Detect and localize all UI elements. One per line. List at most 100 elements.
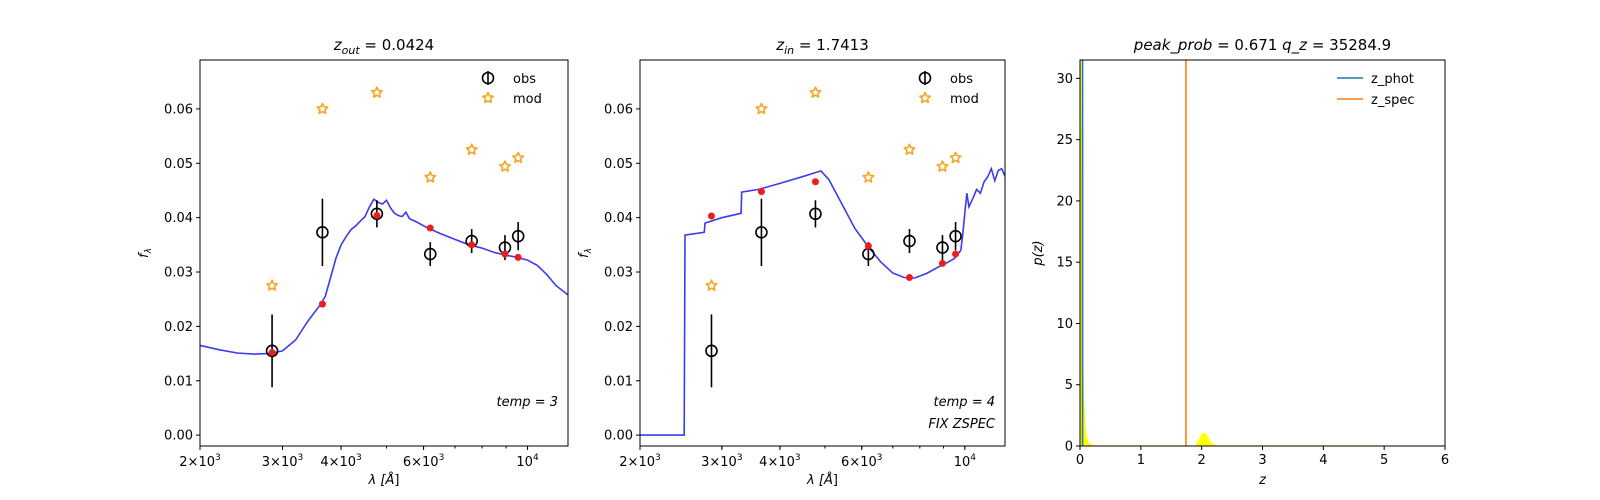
legend-mod-marker — [481, 91, 495, 104]
y-axis-label: fλ — [577, 248, 594, 258]
panel-title: zin = 1.7413 — [775, 36, 869, 57]
y-tick-label: 30 — [1056, 72, 1073, 87]
obs-point-6 — [949, 229, 962, 243]
pz-fill — [1080, 60, 1385, 446]
y-tick-label: 0.03 — [164, 266, 193, 281]
panel-title: zout = 0.0424 — [333, 36, 434, 57]
mod-point-5 — [498, 160, 511, 172]
model-flux-point-5 — [938, 259, 946, 267]
mod-point-3 — [862, 171, 875, 183]
y-axis-label: fλ — [137, 248, 154, 258]
mod-point-0 — [266, 279, 279, 291]
mod-point-3 — [424, 171, 437, 183]
legend-obs-marker — [481, 71, 495, 85]
model-flux-point-4 — [905, 273, 913, 281]
x-axis-label: λ [Å] — [368, 472, 400, 488]
legend: obs mod — [481, 71, 542, 107]
sed-model-line — [640, 166, 1005, 436]
x-tick-label: 2×103 — [619, 453, 660, 470]
pz-panel: 0 1 2 3 4 5 6 0 5 10 15 20 25 30 peak_prob = 0.671 q_z… — [1031, 36, 1449, 488]
y-tick-label: 15 — [1056, 256, 1073, 271]
y-tick-label: 20 — [1056, 194, 1073, 209]
legend-label-obs: obs — [513, 72, 536, 87]
template-annotation: temp = 4 — [934, 395, 995, 410]
legend-label-mod: mod — [950, 92, 979, 107]
sed-model-line — [200, 198, 568, 355]
mod-point-4 — [465, 143, 478, 155]
y-tick-label: 0.02 — [604, 320, 633, 335]
y-tick-label: 0.00 — [604, 429, 633, 444]
plot-frame — [199, 59, 569, 447]
y-tick-label: 0.04 — [164, 211, 193, 226]
mod-point-5 — [936, 160, 949, 172]
x-tick-label: 3 — [1258, 453, 1266, 468]
obs-point-0 — [705, 344, 718, 358]
model-flux-point-3 — [864, 242, 872, 250]
y-tick-label: 0.02 — [164, 320, 193, 335]
obs-point-5 — [936, 241, 949, 254]
x-tick-label: 6 — [1441, 453, 1449, 468]
x-tick-label: 0 — [1076, 453, 1084, 468]
x-tick-label: 6×103 — [403, 453, 444, 470]
y-tick-label: 0.00 — [164, 429, 193, 444]
model-flux-point-0 — [268, 348, 276, 356]
model-flux-point-1 — [318, 300, 326, 308]
y-tick-label: 0.01 — [164, 374, 193, 389]
y-tick-label: 0.04 — [604, 211, 633, 226]
x-tick-label: 4×103 — [759, 453, 800, 470]
sed-panel-zin: 0.00 0.01 0.02 0.03 0.04 0.05 0.06 2×103 3×103 4×… — [577, 36, 1006, 488]
legend: obs mod — [918, 71, 979, 107]
x-tick-label: 104 — [954, 453, 977, 470]
obs-point-1 — [755, 226, 768, 239]
x-tick-label: 2 — [1198, 453, 1206, 468]
mod-point-2 — [809, 86, 822, 98]
model-flux-point-6 — [952, 250, 960, 258]
legend-mod-marker — [918, 91, 932, 104]
x-tick-label: 3×103 — [262, 453, 303, 470]
y-tick-label: 5 — [1065, 378, 1073, 393]
model-flux-point-3 — [426, 224, 434, 232]
mod-point-6 — [949, 151, 962, 164]
legend-obs-marker — [918, 71, 932, 85]
model-flux-point-1 — [757, 188, 765, 196]
mod-point-2 — [370, 86, 383, 98]
obs-point-6 — [511, 229, 525, 243]
y-tick-label: 0.05 — [604, 157, 633, 172]
obs-point-2 — [809, 207, 822, 221]
y-tick-label: 0 — [1065, 440, 1073, 455]
y-tick-label: 0.01 — [604, 374, 633, 389]
sed-panel-zout: 0.00 0.01 0.02 0.03 0.04 0.05 0.06 2×103 3×103 4×… — [137, 36, 569, 488]
mod-point-1 — [755, 102, 768, 115]
x-tick-label: 5 — [1380, 453, 1388, 468]
legend: z_phot z_spec — [1337, 72, 1415, 108]
x-axis-label: λ [Å] — [806, 472, 838, 488]
legend-label-z-spec: z_spec — [1371, 93, 1415, 108]
panel-title: peak_prob = 0.671 q_z = 35284.9 — [1133, 36, 1391, 55]
mod-point-6 — [512, 151, 525, 164]
mod-point-0 — [705, 279, 718, 291]
y-tick-label: 0.05 — [164, 157, 193, 172]
y-tick-label: 0.06 — [164, 102, 193, 117]
fix-zspec-annotation: FIX ZSPEC — [928, 417, 996, 432]
model-flux-point-2 — [811, 178, 819, 186]
model-flux-point-6 — [514, 253, 522, 261]
y-tick-label: 25 — [1056, 133, 1073, 148]
template-annotation: temp = 3 — [497, 395, 558, 410]
legend-label-mod: mod — [513, 92, 542, 107]
x-tick-label: 2×103 — [179, 453, 220, 470]
obs-point-4 — [903, 234, 916, 248]
x-tick-label: 4×103 — [320, 453, 361, 470]
mod-point-1 — [316, 102, 329, 115]
x-tick-label: 3×103 — [701, 453, 742, 470]
legend-label-obs: obs — [950, 72, 973, 87]
obs-point-0 — [265, 344, 279, 358]
y-tick-label: 0.06 — [604, 102, 633, 117]
plot-frame — [639, 59, 1006, 447]
mod-point-4 — [903, 143, 916, 155]
x-tick-label: 4 — [1319, 453, 1327, 468]
model-flux-point-5 — [501, 250, 509, 258]
x-axis-label: z — [1258, 473, 1267, 488]
model-flux-point-2 — [373, 211, 381, 219]
x-tick-label: 1 — [1137, 453, 1145, 468]
